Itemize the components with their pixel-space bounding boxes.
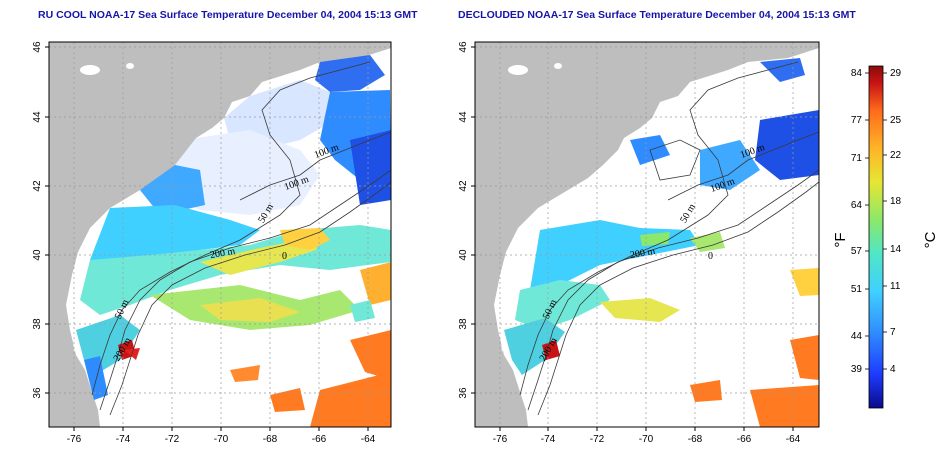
x-tick-label: -64 [786, 434, 801, 445]
contour-label: 100 m [708, 176, 737, 195]
colorbar-gradient [868, 65, 884, 409]
contour-label: 50 m [112, 297, 132, 322]
x-tick-label: -68 [263, 434, 278, 445]
x-tick-label: -66 [312, 434, 327, 445]
tick-marks [45, 46, 794, 431]
celsius-tick-label: 18 [890, 196, 902, 207]
contour-label: 100 m [312, 142, 341, 161]
right-map-title: DECLOUDED NOAA-17 Sea Surface Temperatur… [458, 9, 856, 21]
left-map-title: RU COOL NOAA-17 Sea Surface Temperature … [38, 9, 418, 21]
contour-label: 50 m [256, 201, 276, 226]
contour-label: 0 [282, 251, 287, 262]
x-tick-label: -66 [737, 434, 752, 445]
contour-label: 200 m [209, 245, 237, 262]
celsius-tick-label: 7 [890, 327, 896, 338]
y-tick-label: 40 [32, 249, 43, 261]
x-tick-label: -76 [67, 434, 82, 445]
fahrenheit-tick-label: 64 [851, 200, 863, 211]
contour-label: 200 m [537, 335, 560, 364]
celsius-tick-label: 14 [890, 244, 902, 255]
fahrenheit-tick-label: 57 [851, 246, 863, 257]
x-tick-label: -72 [590, 434, 605, 445]
celsius-unit-label: °C [922, 231, 939, 248]
bathymetry-contours [519, 61, 819, 416]
celsius-tick-label: 22 [890, 150, 902, 161]
contour-label: 200 m [111, 335, 134, 364]
y-tick-label: 36 [32, 387, 43, 399]
y-tick-label: 46 [32, 41, 43, 53]
celsius-tick-label: 25 [890, 115, 902, 126]
contour-label: 100 m [738, 142, 767, 161]
x-tick-label: -72 [165, 434, 180, 445]
right-map-frame [474, 41, 820, 428]
contour-label: 200 m [629, 245, 657, 262]
y-tick-label: 38 [458, 318, 469, 330]
colorbar-tick-marks [865, 72, 887, 370]
x-tick-label: -70 [639, 434, 654, 445]
contour-label: 50 m [678, 201, 698, 226]
fahrenheit-tick-label: 71 [851, 153, 863, 164]
x-tick-label: -76 [493, 434, 508, 445]
lake [508, 65, 528, 75]
fahrenheit-tick-label: 77 [851, 115, 863, 126]
lat-lon-grid [475, 42, 819, 427]
fahrenheit-tick-label: 51 [851, 284, 863, 295]
lat-lon-grid [49, 42, 391, 427]
celsius-tick-label: 4 [890, 364, 896, 375]
lake [126, 63, 134, 69]
land-mass [49, 42, 391, 427]
fahrenheit-tick-label: 39 [851, 364, 863, 375]
fahrenheit-tick-label: 84 [851, 68, 863, 79]
y-tick-label: 42 [32, 180, 43, 192]
fahrenheit-tick-label: 44 [851, 331, 863, 342]
ocean-no-data-area [475, 42, 819, 427]
y-tick-label: 38 [32, 318, 43, 330]
inlet [72, 300, 84, 352]
contour-label: 50 m [540, 297, 560, 322]
bathymetry-contours [91, 61, 391, 416]
x-tick-label: -68 [688, 434, 703, 445]
x-tick-label: -74 [541, 434, 556, 445]
sst-data-layer [76, 55, 391, 427]
celsius-tick-label: 29 [890, 68, 902, 79]
celsius-tick-label: 11 [890, 281, 901, 292]
land-mass [475, 42, 819, 427]
fahrenheit-unit-label: °F [832, 232, 849, 247]
y-tick-label: 36 [458, 387, 469, 399]
y-tick-label: 44 [32, 111, 43, 123]
x-tick-label: -64 [361, 434, 376, 445]
inlet [500, 300, 512, 352]
ocean-no-data-area [49, 42, 391, 427]
contour-label: 100 m [282, 174, 311, 193]
sst-data-layer [504, 58, 819, 427]
y-tick-label: 40 [458, 249, 469, 261]
contour-label: 0 [708, 251, 713, 262]
lake [554, 63, 562, 69]
left-map-frame [48, 41, 392, 428]
lake [80, 65, 100, 75]
y-tick-label: 44 [458, 111, 469, 123]
x-tick-label: -70 [214, 434, 229, 445]
y-tick-label: 42 [458, 180, 469, 192]
y-tick-label: 46 [458, 41, 469, 53]
x-tick-label: -74 [116, 434, 131, 445]
